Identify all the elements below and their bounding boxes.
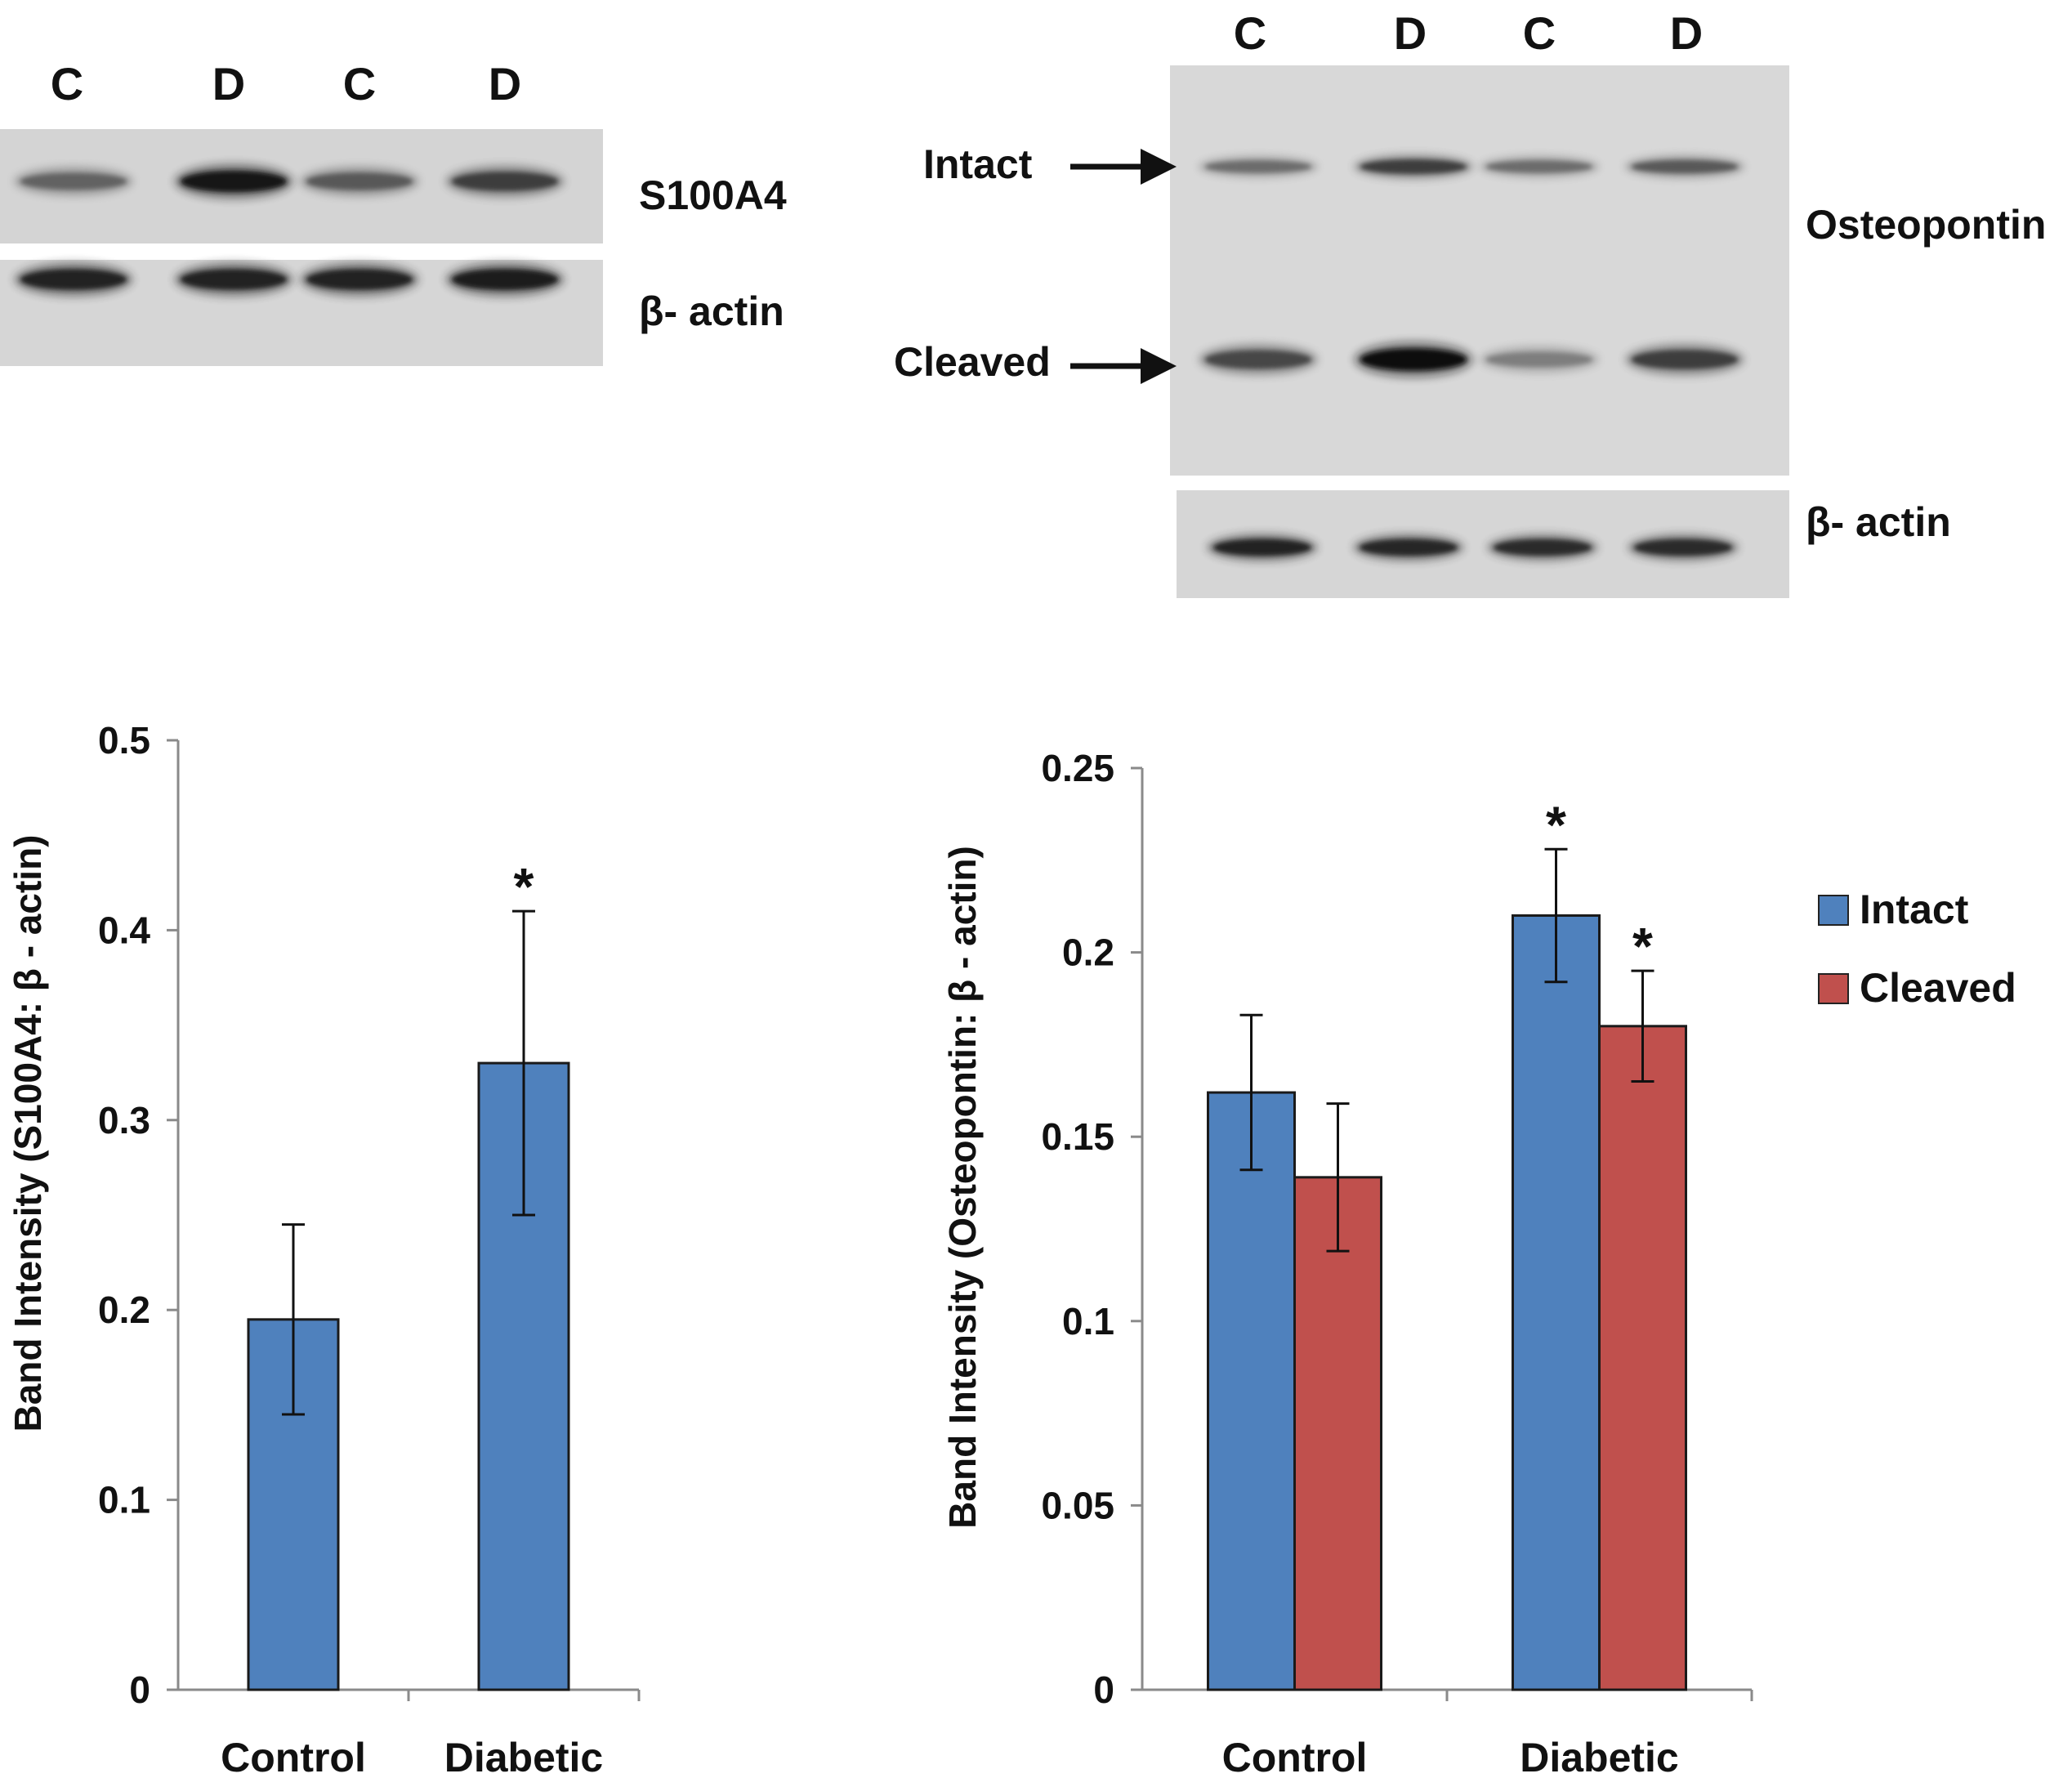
x-tick-label: Diabetic	[444, 1735, 604, 1778]
blot-left-lane-label: C	[51, 58, 83, 109]
blot-left-row-label: β- actin	[639, 288, 784, 334]
blot-left-lane-label: C	[343, 58, 376, 109]
band-actin	[306, 269, 413, 290]
x-tick-label: Control	[1222, 1735, 1368, 1778]
legend-item-intact: Intact	[1818, 887, 1969, 932]
arrow-label-cleaved: Cleaved	[894, 339, 1051, 385]
blot-right-lane-label: C	[1523, 7, 1556, 59]
band-actin	[1213, 538, 1311, 556]
arrow-cleaved-icon	[1070, 348, 1177, 384]
band-s100a4	[20, 172, 127, 190]
y-tick-label: 0.15	[1041, 1115, 1114, 1158]
chart-osteopontin-y-axis-label: Band Intensity (Osteopontin: β - actin)	[941, 846, 984, 1529]
bar	[1512, 914, 1601, 1691]
bar	[1293, 1176, 1382, 1691]
y-tick-label: 0.25	[1041, 747, 1114, 789]
y-tick-label: 0	[1093, 1669, 1114, 1711]
blot-left-bands-s100a4	[14, 163, 565, 199]
chart-s100a4-y-axis-label: Band Intensity (S100A4: β - actin)	[7, 835, 49, 1432]
significance-marker: *	[1632, 917, 1653, 976]
band-osteopontin-cleaved	[1632, 350, 1738, 369]
band-actin	[20, 269, 127, 290]
band-osteopontin-intact	[1360, 159, 1467, 174]
legend: Intact Cleaved	[1818, 887, 2016, 1011]
band-osteopontin-intact	[1632, 159, 1738, 174]
legend-item-cleaved: Cleaved	[1818, 965, 2016, 1011]
blot-right-lane-label: D	[1670, 7, 1703, 59]
arrow-intact-icon	[1070, 149, 1177, 185]
y-tick-label: 0.1	[1062, 1300, 1114, 1342]
band-osteopontin-cleaved	[1205, 350, 1311, 369]
band-s100a4	[452, 172, 558, 191]
bar	[1598, 1025, 1687, 1691]
blot-right-bands-osteopontin	[1199, 154, 1744, 378]
blot-left-row-label: S100A4	[639, 172, 787, 218]
x-tick-label: Diabetic	[1520, 1735, 1679, 1778]
x-tick-label: Control	[221, 1735, 366, 1778]
band-s100a4	[306, 172, 413, 190]
blot-left: C D C D S100A4 β- actin	[0, 58, 787, 366]
band-s100a4	[181, 170, 287, 193]
y-tick-label: 0.2	[98, 1289, 150, 1331]
significance-marker: *	[1546, 795, 1566, 854]
band-osteopontin-cleaved	[1360, 348, 1467, 371]
y-tick-label: 0.4	[98, 909, 150, 951]
bar	[1207, 1091, 1296, 1691]
legend-swatch-cleaved	[1818, 973, 1849, 1004]
significance-marker: *	[514, 857, 534, 916]
blot-right-lane-label: C	[1234, 7, 1266, 59]
chart-osteopontin: Band Intensity (Osteopontin: β - actin) …	[941, 747, 1753, 1778]
blot-left-lane-label: D	[212, 58, 245, 109]
band-actin	[1360, 538, 1458, 556]
blot-right-lane-label: D	[1394, 7, 1427, 59]
band-actin	[452, 268, 558, 291]
legend-label-cleaved: Cleaved	[1860, 965, 2016, 1011]
y-tick-label: 0.05	[1041, 1484, 1114, 1526]
band-actin	[1494, 538, 1592, 556]
y-tick-label: 0.2	[1062, 931, 1114, 974]
y-tick-label: 0	[129, 1669, 150, 1711]
blot-right-row-label: Osteopontin	[1806, 202, 2046, 248]
y-tick-label: 0.3	[98, 1099, 150, 1141]
blot-right-membrane-osteopontin	[1170, 65, 1789, 476]
blot-left-bands-actin	[14, 261, 565, 297]
y-tick-label: 0.5	[98, 719, 150, 762]
chart-s100a4: Band Intensity (S100A4: β - actin) 0 0.1 0…	[7, 719, 641, 1778]
arrow-label-intact: Intact	[923, 141, 1033, 187]
band-actin	[181, 269, 287, 290]
legend-swatch-intact	[1818, 895, 1849, 926]
blot-right: C D C D Osteopontin Intact Cleaved β- ac…	[894, 7, 2046, 598]
y-tick-label: 0.1	[98, 1479, 150, 1521]
legend-label-intact: Intact	[1860, 887, 1969, 932]
blot-left-lane-label: D	[489, 58, 521, 109]
band-osteopontin-intact	[1486, 160, 1592, 173]
band-osteopontin-cleaved	[1486, 351, 1592, 368]
band-osteopontin-intact	[1205, 160, 1311, 173]
blot-right-row-label: β- actin	[1806, 499, 1951, 545]
blot-right-bands-actin	[1207, 533, 1739, 562]
band-actin	[1634, 538, 1732, 556]
